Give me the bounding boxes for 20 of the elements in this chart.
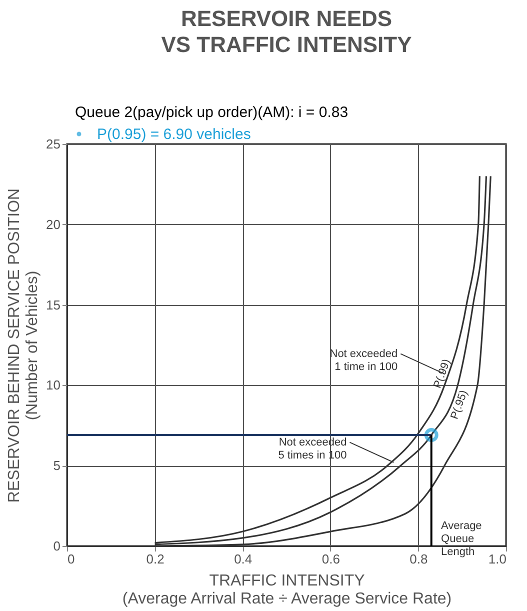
text: Average Queue Length	[441, 520, 482, 558]
x-tick-label: 1.0	[488, 552, 506, 566]
x-tick-label: 0.2	[146, 552, 164, 566]
y-axis-title: RESERVOIR BEHIND SERVICE POSITION (Number of Vehicles)	[6, 188, 42, 503]
y-tick-label: 10	[46, 378, 60, 393]
text: P(.99)	[432, 358, 454, 390]
legend-label: P(0.95) = 6.90 vehicles	[97, 126, 251, 143]
x-tick-label: 0	[68, 552, 75, 566]
y-tick-label: 15	[46, 297, 60, 312]
text: P(.95)	[448, 388, 470, 421]
x-tick-label: 0.6	[322, 552, 340, 566]
y-tick-label: 25	[46, 136, 60, 152]
x-tick-label: 0.8	[410, 552, 428, 566]
x-axis-title: TRAFFIC INTENSITY (Average Arrival Rate ÷ Average Service Rate)	[122, 572, 452, 608]
chart-subtitle: Queue 2(pay/pick up order)(AM): i = 0.83	[75, 104, 348, 121]
y-tick-label: 5	[53, 458, 60, 474]
chart-title: RESERVOIR NEEDS VS TRAFFIC INTENSITY	[161, 6, 412, 57]
y-tick-label: 0	[53, 538, 60, 554]
y-tick-label: 20	[46, 216, 60, 232]
x-tick-label: 0.4	[234, 552, 252, 566]
